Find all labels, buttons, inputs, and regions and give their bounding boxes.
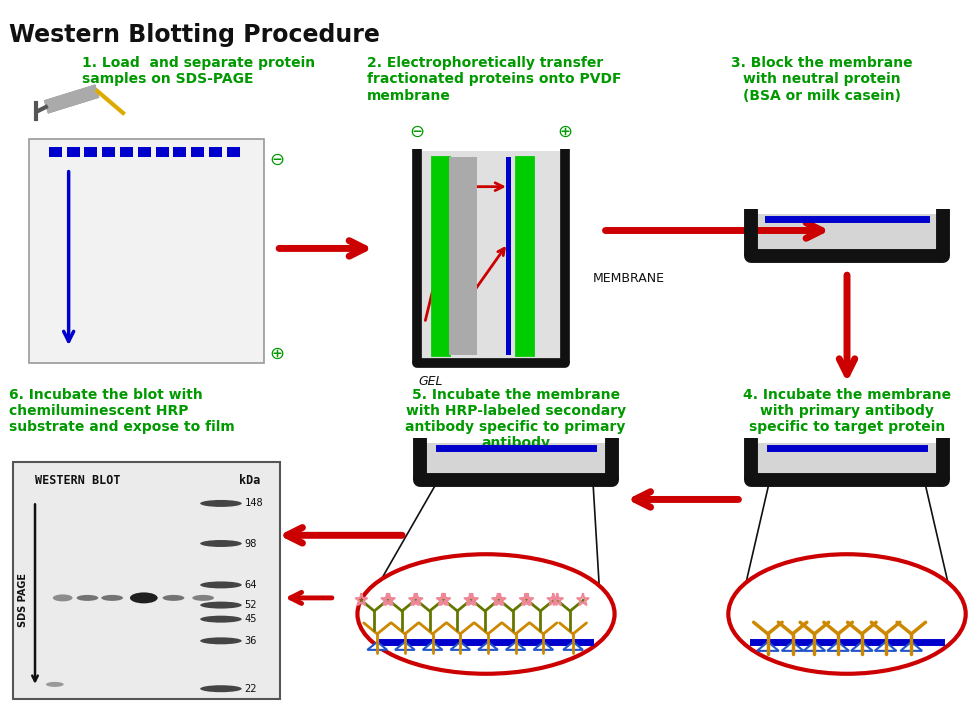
Polygon shape	[533, 642, 553, 650]
Ellipse shape	[357, 554, 614, 674]
Ellipse shape	[200, 601, 242, 609]
FancyBboxPatch shape	[138, 147, 151, 157]
FancyBboxPatch shape	[449, 157, 476, 355]
Text: Western Blotting Procedure: Western Blotting Procedure	[10, 24, 379, 47]
FancyBboxPatch shape	[420, 151, 561, 361]
FancyBboxPatch shape	[191, 147, 204, 157]
Ellipse shape	[200, 540, 242, 547]
FancyBboxPatch shape	[102, 147, 115, 157]
FancyBboxPatch shape	[156, 147, 168, 157]
Polygon shape	[477, 642, 498, 650]
FancyBboxPatch shape	[227, 147, 240, 157]
Polygon shape	[850, 642, 871, 651]
Ellipse shape	[192, 595, 214, 601]
Text: 98: 98	[244, 538, 257, 548]
Text: 3. Block the membrane
with neutral protein
(BSA or milk casein): 3. Block the membrane with neutral prote…	[731, 56, 912, 102]
FancyBboxPatch shape	[173, 147, 186, 157]
Polygon shape	[900, 642, 921, 651]
FancyBboxPatch shape	[431, 157, 449, 355]
Ellipse shape	[200, 581, 242, 589]
Text: 6. Incubate the blot with
chemiluminescent HRP
substrate and expose to film: 6. Incubate the blot with chemiluminesce…	[10, 388, 235, 435]
FancyBboxPatch shape	[515, 157, 533, 355]
Text: 45: 45	[244, 614, 257, 624]
Text: ⊕: ⊕	[557, 123, 572, 141]
Text: 148: 148	[244, 498, 263, 508]
Ellipse shape	[76, 595, 98, 601]
Polygon shape	[756, 642, 778, 651]
Text: MEMBRANE: MEMBRANE	[593, 272, 664, 285]
Polygon shape	[394, 642, 415, 650]
Polygon shape	[826, 642, 848, 651]
Polygon shape	[450, 642, 469, 650]
Ellipse shape	[101, 595, 123, 601]
Ellipse shape	[200, 685, 242, 692]
FancyBboxPatch shape	[14, 462, 280, 699]
Text: kDa: kDa	[239, 473, 260, 487]
Text: ⊖: ⊖	[409, 123, 423, 141]
Text: WESTERN BLOT: WESTERN BLOT	[35, 473, 120, 487]
Polygon shape	[506, 642, 525, 650]
FancyBboxPatch shape	[29, 139, 264, 363]
Polygon shape	[422, 642, 442, 650]
Ellipse shape	[200, 500, 242, 507]
FancyBboxPatch shape	[506, 157, 511, 355]
Text: ⊖: ⊖	[269, 151, 285, 169]
Text: 5. Incubate the membrane
with HRP-labeled secondary
antibody specific to primary: 5. Incubate the membrane with HRP-labele…	[405, 388, 625, 450]
Text: 52: 52	[244, 600, 257, 610]
FancyBboxPatch shape	[209, 147, 222, 157]
FancyBboxPatch shape	[120, 147, 133, 157]
Ellipse shape	[200, 616, 242, 623]
Polygon shape	[367, 642, 386, 650]
FancyBboxPatch shape	[49, 147, 62, 157]
Polygon shape	[781, 642, 803, 651]
Text: 4. Incubate the membrane
with primary antibody
specific to target protein: 4. Incubate the membrane with primary an…	[742, 388, 950, 435]
Polygon shape	[803, 642, 824, 651]
FancyBboxPatch shape	[755, 213, 938, 256]
Ellipse shape	[728, 554, 964, 674]
FancyBboxPatch shape	[84, 147, 97, 157]
FancyBboxPatch shape	[67, 147, 79, 157]
Text: 64: 64	[244, 580, 257, 590]
Ellipse shape	[200, 637, 242, 644]
Text: 2. Electrophoretically transfer
fractionated proteins onto PVDF
membrane: 2. Electrophoretically transfer fraction…	[367, 56, 621, 102]
Ellipse shape	[162, 595, 184, 601]
Ellipse shape	[46, 682, 64, 687]
Ellipse shape	[53, 594, 72, 601]
Polygon shape	[873, 642, 896, 651]
FancyBboxPatch shape	[424, 442, 607, 480]
Text: ⊕: ⊕	[269, 345, 285, 363]
FancyBboxPatch shape	[755, 442, 938, 480]
Text: 1. Load  and separate protein
samples on SDS-PAGE: 1. Load and separate protein samples on …	[82, 56, 315, 87]
Text: 22: 22	[244, 684, 257, 694]
Text: GEL: GEL	[419, 375, 443, 388]
Polygon shape	[562, 642, 582, 650]
Ellipse shape	[130, 592, 157, 604]
Text: 36: 36	[244, 636, 257, 646]
Text: SDS PAGE: SDS PAGE	[19, 573, 28, 627]
